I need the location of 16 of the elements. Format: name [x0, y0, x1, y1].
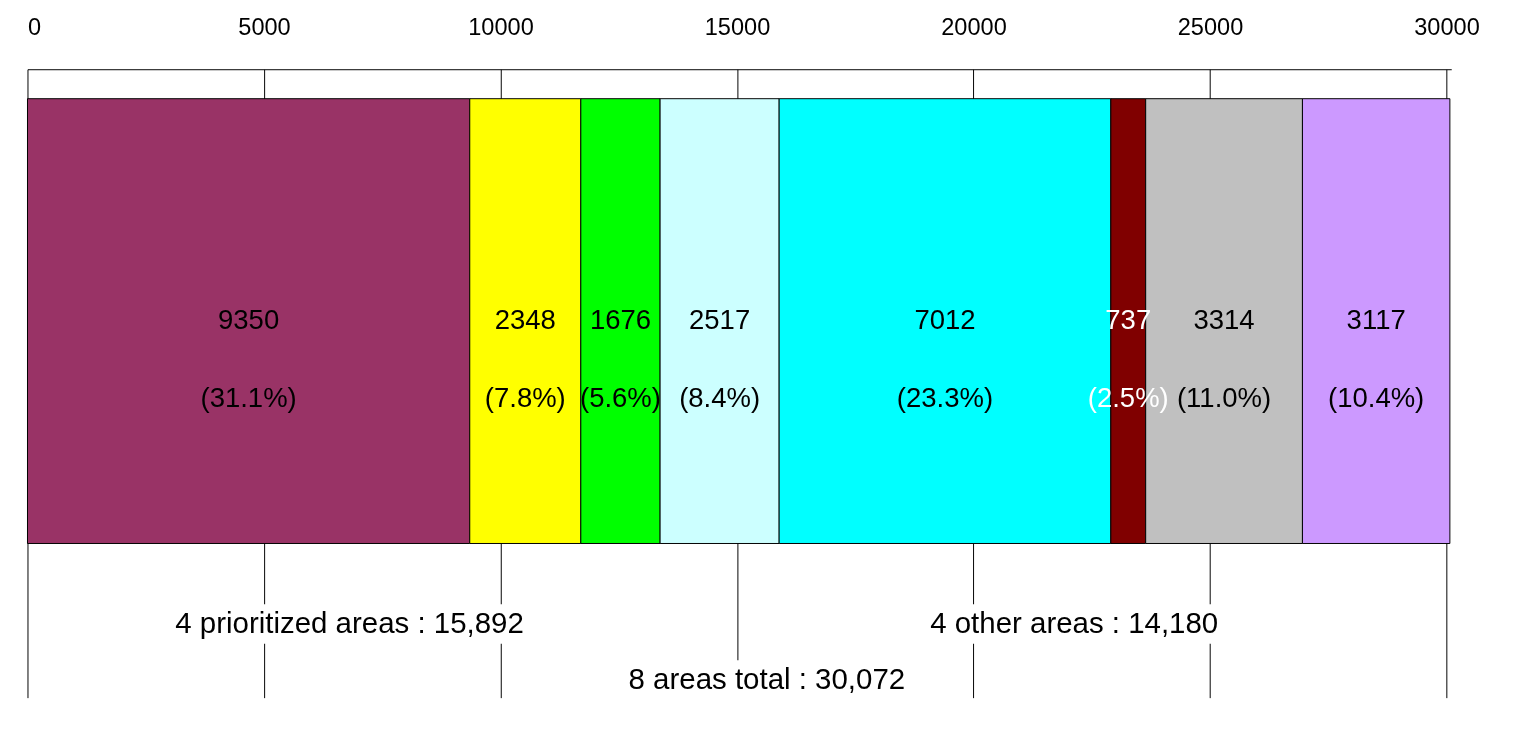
- x-tick-label: 0: [27, 14, 42, 41]
- x-tick-label: 10000: [468, 14, 534, 41]
- text: 4 prioritized areas : 15,892: [175, 605, 524, 639]
- text: 2348 (7.8%): [484, 303, 566, 414]
- text: 7012 (23.3%): [896, 303, 994, 414]
- text: 4 other areas : 14,180: [930, 605, 1219, 639]
- text: 3314 (11.0%): [1176, 303, 1272, 414]
- text: 9350 (31.1%): [200, 303, 297, 414]
- text: 2517 (8.4%): [679, 303, 761, 414]
- x-tick-label: 15000: [704, 14, 771, 41]
- x-tick-label: 25000: [1177, 14, 1244, 41]
- text: 3117 (10.4%): [1328, 303, 1425, 414]
- x-tick-label: 5000: [238, 14, 291, 41]
- text: 8 areas total : 30,072: [628, 661, 906, 695]
- x-tick-label: 20000: [941, 14, 1007, 41]
- x-tick-label: 30000: [1414, 14, 1480, 41]
